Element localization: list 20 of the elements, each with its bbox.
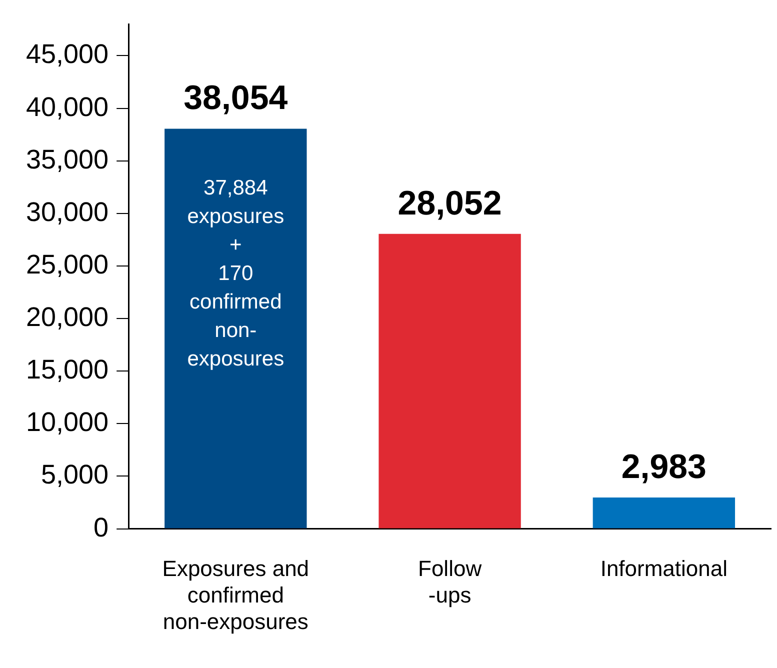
- y-tick-label: 15,000: [26, 354, 109, 385]
- bar: [164, 128, 307, 528]
- y-tick-label: 20,000: [26, 302, 109, 332]
- x-tick-label: Informational: [600, 556, 728, 582]
- y-tick-label: 25,000: [26, 249, 109, 280]
- y-tick-label: 40,000: [26, 92, 109, 122]
- y-tick-label: 45,000: [26, 39, 109, 70]
- data-label: 38,054: [184, 79, 288, 118]
- y-tick-label: 30,000: [26, 196, 109, 227]
- y-tick-label: 35,000: [26, 144, 109, 174]
- x-tick-label: Follow -ups: [418, 556, 482, 608]
- annotation: 37,884 exposures + 170 confirmed non-exposures: [187, 176, 284, 371]
- data-label: 28,052: [398, 184, 502, 222]
- bar: [378, 234, 521, 528]
- bar: [592, 497, 736, 528]
- y-tick-label: 10,000: [26, 407, 109, 438]
- data-label: 2,983: [621, 448, 706, 486]
- y-tick-label: 0: [94, 512, 109, 542]
- x-tick-label: Exposures and confirmed non-exposures: [162, 556, 310, 634]
- y-tick-label: 5,000: [41, 460, 109, 490]
